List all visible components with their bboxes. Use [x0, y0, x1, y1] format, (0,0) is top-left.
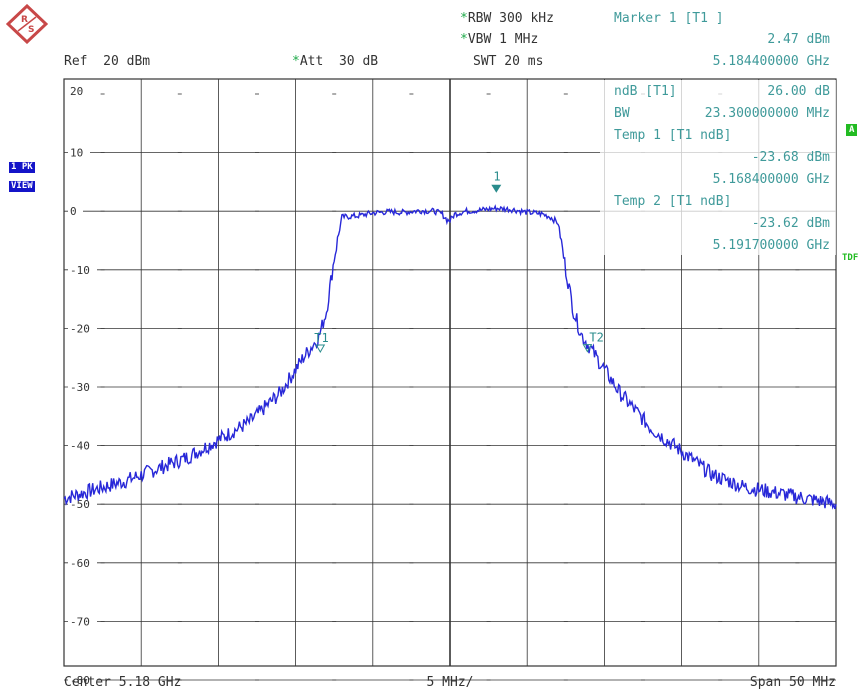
trace-view-badge: VIEW: [9, 181, 35, 192]
span-label: Span 50 MHz: [749, 675, 836, 690]
y-tick-label: -20: [70, 322, 90, 335]
y-tick-bg: [68, 498, 97, 511]
y-tick-bg: [68, 146, 90, 159]
ref-level-label: Ref 20 dBm: [64, 54, 151, 69]
temp1-level: -23.68 dBm: [751, 150, 830, 165]
tdf-label: TDF: [842, 253, 859, 263]
rohde-schwarz-logo: R S: [6, 4, 48, 44]
y-tick-label: -40: [70, 440, 90, 453]
trace-a-badge: A: [846, 124, 858, 136]
y-tick-labels: 20 10 0 -10 -20 -30 -40 -50 -60 -70 -80: [68, 85, 97, 687]
svg-text:S: S: [28, 25, 34, 35]
temp1-title: Temp 1 [T1 ndB]: [614, 128, 732, 143]
temp2-frequency: 5.191700000 GHz: [712, 238, 830, 253]
temp-marker-label: T2: [589, 331, 603, 345]
attenuation-label: *Att 30 dB: [292, 54, 379, 69]
temp1-frequency: 5.168400000 GHz: [712, 172, 830, 187]
y-tick-label: -10: [70, 264, 90, 277]
marker-frequency: 5.184400000 GHz: [712, 54, 830, 69]
y-tick-bg: [68, 85, 90, 97]
y-tick-label: 10: [70, 147, 83, 160]
bw-label: BW: [614, 106, 630, 121]
center-frequency-label: Center 5.18 GHz: [64, 675, 182, 690]
rbw-label: *RBW 300 kHz: [460, 11, 554, 26]
ndb-label: ndB [T1]: [614, 84, 677, 99]
y-tick-bg: [68, 615, 97, 628]
division-label: 5 MHz/: [426, 675, 474, 690]
temp-marker-triangle: [582, 344, 593, 353]
spectrum-trace: [63, 204, 837, 510]
swt-label: SWT 20 ms: [473, 54, 544, 69]
y-tick-bg: [68, 439, 97, 452]
y-tick-bg: [68, 322, 97, 335]
marker-level: 2.47 dBm: [767, 32, 830, 47]
y-tick-label: -60: [70, 557, 90, 570]
y-tick-bg: [68, 263, 97, 276]
y-tick-bg: [68, 556, 97, 569]
trace-mode-badge: 1 PK: [9, 162, 35, 173]
bw-value: 23.300000000 MHz: [704, 106, 830, 121]
svg-text:R: R: [21, 15, 28, 25]
markers: 1 T1 T2: [314, 170, 604, 353]
y-tick-label: -80: [70, 674, 90, 687]
temp2-title: Temp 2 [T1 ndB]: [614, 194, 732, 209]
y-tick-bg: [68, 674, 97, 686]
y-tick-label: 20: [70, 85, 83, 98]
y-tick-bg: [68, 381, 97, 393]
y-tick-label: -70: [70, 615, 90, 628]
y-tick-label: -50: [70, 498, 90, 511]
temp2-level: -23.62 dBm: [751, 216, 830, 231]
y-tick-label: 0: [70, 205, 77, 218]
temp-marker-label: T1: [314, 331, 328, 345]
y-tick-bg: [68, 205, 83, 218]
marker-1-label: 1: [493, 170, 500, 184]
temp-marker-triangle: [315, 344, 326, 353]
y-tick-label: -30: [70, 381, 90, 394]
marker-title: Marker 1 [T1 ]: [614, 11, 724, 26]
vbw-label: *VBW 1 MHz: [460, 32, 539, 47]
readout-backdrop: [600, 80, 836, 255]
marker-1-triangle: [491, 184, 502, 193]
ndb-value: 26.00 dB: [767, 84, 830, 99]
grid: [64, 79, 836, 681]
